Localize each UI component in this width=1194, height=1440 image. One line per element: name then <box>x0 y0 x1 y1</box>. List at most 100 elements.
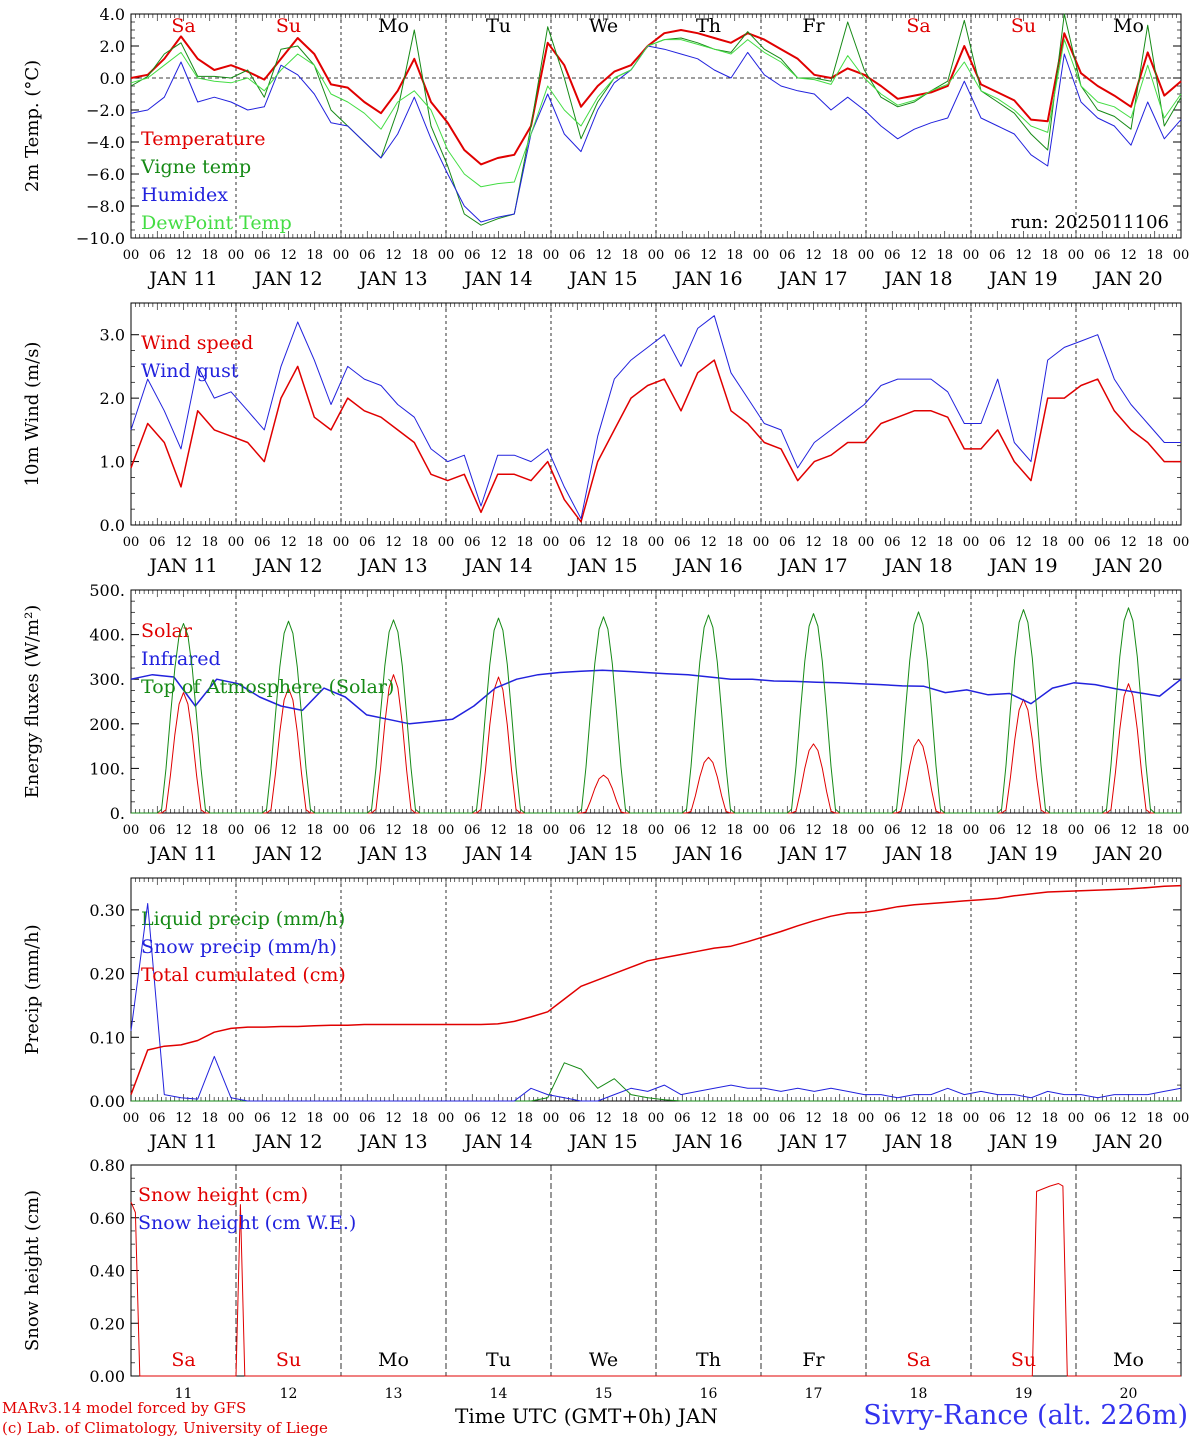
x-hour-label: 18 <box>201 248 218 263</box>
plot-frame <box>130 589 1182 814</box>
weekday-label: Mo <box>1113 1349 1144 1371</box>
x-hour-label: 00 <box>438 248 455 263</box>
x-hour-label: 06 <box>569 823 586 838</box>
x-day-label: JAN 12 <box>252 843 322 865</box>
y-tick-label: −2.0 <box>86 101 125 120</box>
x-hour-label: 12 <box>595 1111 612 1126</box>
x-day-label: JAN 11 <box>147 555 217 577</box>
x-day-number: 20 <box>1120 1386 1138 1400</box>
x-day-label: JAN 13 <box>357 1131 427 1153</box>
x-hour-label: 00 <box>543 823 560 838</box>
x-day-label: JAN 12 <box>252 268 322 290</box>
chart-panel-4: 0.00 0.10 0.20 0.30 Precip (mm/h) Liquid prec… <box>22 877 1189 1153</box>
x-day-label: JAN 13 <box>357 555 427 577</box>
x-hour-label: 12 <box>805 535 822 550</box>
x-hour-label: 06 <box>254 248 271 263</box>
chart-panel-5: 0.00 0.20 0.40 0.60 0.80 Snow height (cm) Snow… <box>22 1156 1182 1400</box>
legend-entry: Snow precip (mm/h) <box>141 936 337 958</box>
x-day-label: JAN 11 <box>147 843 217 865</box>
x-hour-label: 06 <box>464 1111 481 1126</box>
x-hour-label: 18 <box>726 535 743 550</box>
x-hour-label: 06 <box>464 248 481 263</box>
x-hour-label: 00 <box>333 248 350 263</box>
x-hour-label: 00 <box>648 1111 665 1126</box>
weekday-label: Th <box>696 1349 721 1371</box>
y-axis-label: Precip (mm/h) <box>22 924 43 1054</box>
weekday-label: Sa <box>171 15 195 37</box>
legend-entry: Temperature <box>141 128 265 150</box>
x-day-label: JAN 14 <box>462 1131 532 1153</box>
x-hour-label: 18 <box>831 535 848 550</box>
x-hour-label: 00 <box>753 248 770 263</box>
x-day-label: JAN 17 <box>777 555 847 577</box>
x-hour-label: 12 <box>490 1111 507 1126</box>
y-tick-label: 0.00 <box>89 1092 125 1111</box>
x-hour-label: 12 <box>1015 248 1032 263</box>
series-line-4 <box>130 39 1182 188</box>
x-hour-label: 18 <box>831 1111 848 1126</box>
x-hour-label: 06 <box>1094 248 1111 263</box>
x-hour-label: 18 <box>516 248 533 263</box>
x-hour-label: 06 <box>779 823 796 838</box>
x-hour-label: 00 <box>858 248 875 263</box>
x-hour-label: 00 <box>228 823 245 838</box>
x-day-label: JAN 13 <box>357 843 427 865</box>
weekday-label: Tu <box>486 1349 511 1371</box>
x-hour-label: 06 <box>359 823 376 838</box>
x-hour-label: 18 <box>411 248 428 263</box>
x-hour-label: 18 <box>201 1111 218 1126</box>
x-hour-label: 00 <box>648 535 665 550</box>
legend-entry: Infrared <box>141 648 221 670</box>
x-hour-label: 06 <box>359 1111 376 1126</box>
x-hour-label: 00 <box>543 535 560 550</box>
x-day-label: JAN 16 <box>672 268 742 290</box>
y-tick-label: −6.0 <box>86 165 125 184</box>
y-tick-label: 2.0 <box>100 389 125 408</box>
x-hour-label: 06 <box>149 1111 166 1126</box>
y-tick-label: 0.60 <box>89 1209 125 1228</box>
series-line-2 <box>130 903 1182 1102</box>
x-hour-label: 00 <box>963 535 980 550</box>
x-hour-label: 06 <box>884 1111 901 1126</box>
x-hour-label: 00 <box>123 1111 140 1126</box>
x-day-label: JAN 20 <box>1092 843 1162 865</box>
y-tick-label: 0.0 <box>100 516 125 535</box>
weekday-label: Tu <box>486 15 511 37</box>
x-hour-label: 12 <box>280 823 297 838</box>
legend-entry: Humidex <box>141 184 228 206</box>
x-hour-label: 12 <box>700 1111 717 1126</box>
x-hour-label: 12 <box>595 248 612 263</box>
x-hour-label: 00 <box>1173 535 1190 550</box>
legend-entry: Snow height (cm W.E.) <box>138 1212 356 1234</box>
x-hour-label: 12 <box>490 248 507 263</box>
y-tick-label: 0.0 <box>100 69 125 88</box>
x-hour-label: 00 <box>1173 823 1190 838</box>
x-day-label: JAN 15 <box>567 1131 637 1153</box>
x-hour-label: 18 <box>1146 535 1163 550</box>
x-day-label: JAN 11 <box>147 1131 217 1153</box>
x-hour-label: 06 <box>1094 1111 1111 1126</box>
series-line-1 <box>130 1183 1181 1377</box>
legend-entry: Snow height (cm) <box>138 1184 308 1206</box>
x-day-number: 13 <box>385 1386 403 1400</box>
legend-entry: DewPoint Temp <box>141 212 292 234</box>
x-hour-label: 00 <box>228 248 245 263</box>
y-axis-label: Energy fluxes (W/m²) <box>22 605 43 799</box>
x-day-label: JAN 15 <box>567 268 637 290</box>
x-hour-label: 06 <box>779 248 796 263</box>
x-hour-label: 12 <box>595 823 612 838</box>
x-hour-label: 12 <box>175 248 192 263</box>
weekday-label: Fr <box>802 15 825 37</box>
x-hour-label: 18 <box>1041 535 1058 550</box>
x-hour-label: 00 <box>753 1111 770 1126</box>
x-hour-label: 18 <box>1041 1111 1058 1126</box>
x-hour-label: 18 <box>726 823 743 838</box>
x-day-label: JAN 16 <box>672 555 742 577</box>
x-day-number: 19 <box>1015 1386 1033 1400</box>
x-hour-label: 12 <box>280 248 297 263</box>
x-day-label: JAN 17 <box>777 843 847 865</box>
series-line-3 <box>130 884 1182 1095</box>
x-hour-label: 00 <box>228 535 245 550</box>
weekday-label: Sa <box>906 1349 930 1371</box>
x-hour-label: 12 <box>910 1111 927 1126</box>
